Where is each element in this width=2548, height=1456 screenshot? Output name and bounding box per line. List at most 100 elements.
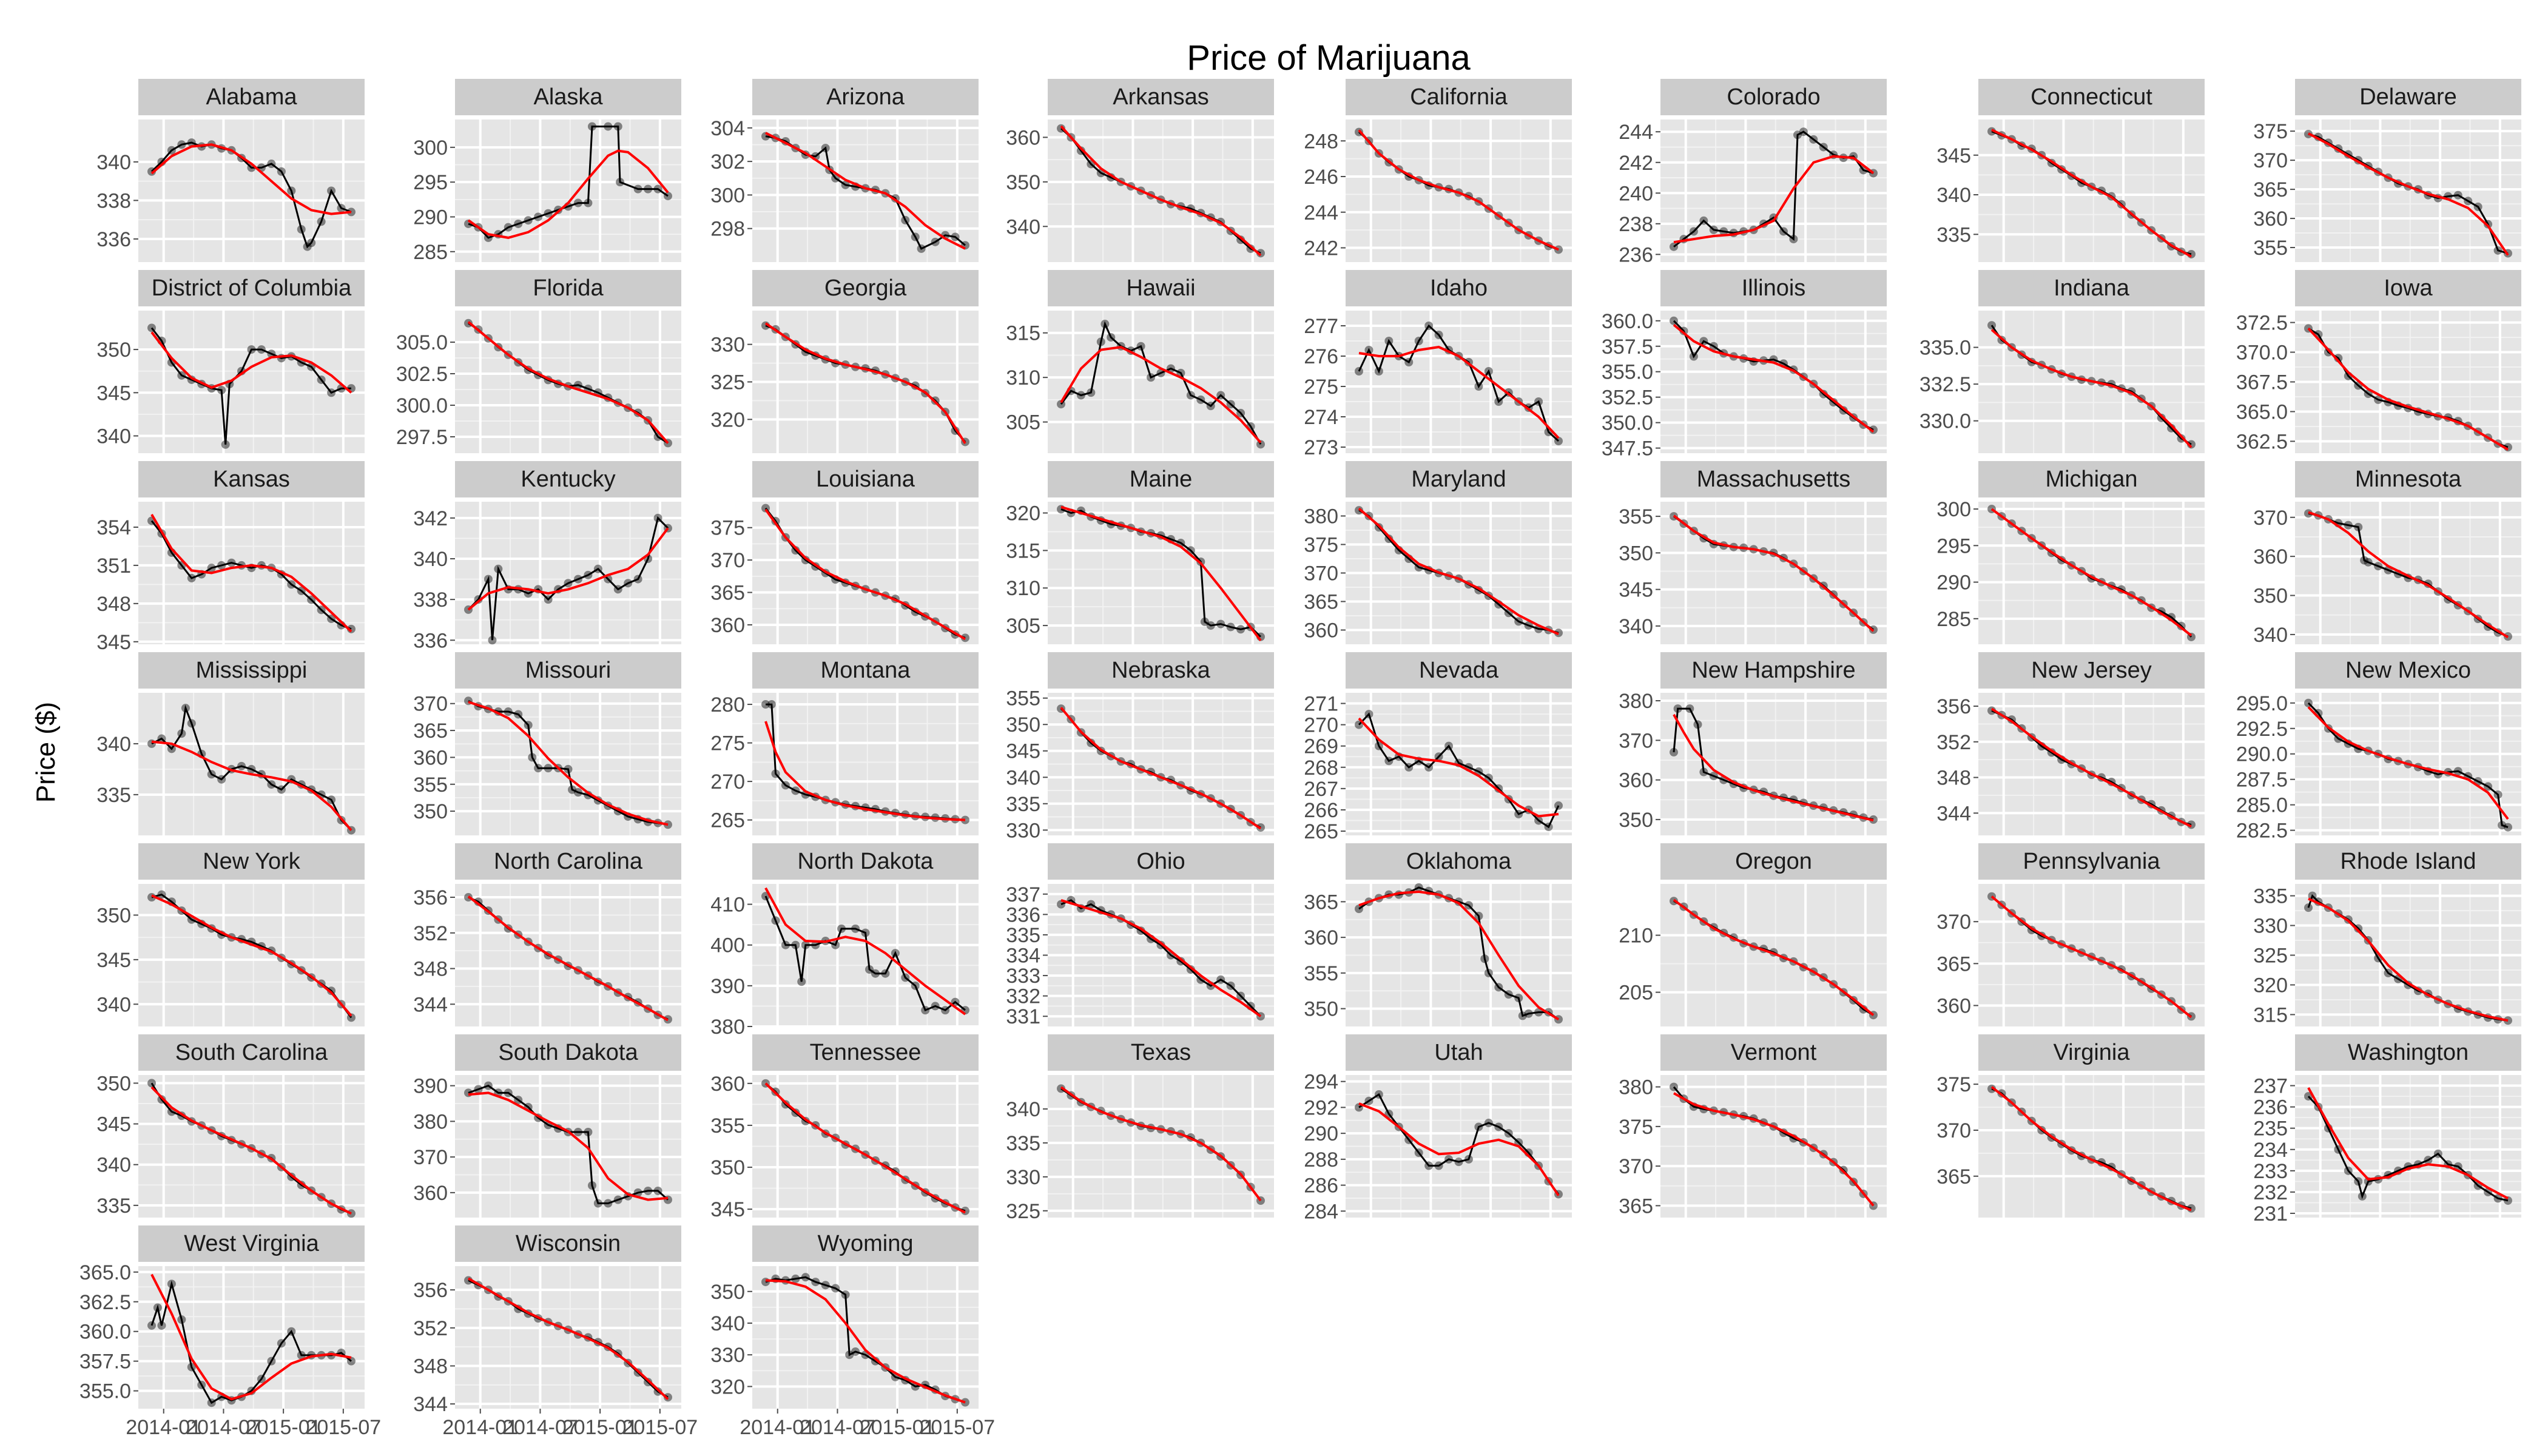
facet-strip [1346, 652, 1572, 689]
facet-panel: Indiana 330.0 332.5 335.0 [1919, 270, 2205, 453]
y-tick-label: 367.5 [2236, 371, 2288, 394]
facet-strip-label: District of Columbia [152, 275, 352, 301]
facet-panel: Virginia 365 370 375 [1936, 1034, 2205, 1218]
facet-strip-label: Missouri [525, 658, 611, 683]
facet-strip-label: Ohio [1136, 849, 1185, 874]
facet-strip [752, 1034, 979, 1071]
y-tick-label: 267 [1304, 778, 1338, 801]
y-tick-label: 350 [710, 1281, 745, 1304]
y-tick-label: 337 [1006, 883, 1040, 906]
y-tick-label: 372.5 [2236, 312, 2288, 335]
y-tick-label: 350 [710, 1156, 745, 1179]
y-tick-label: 365 [1936, 1165, 1971, 1188]
facet-strip [1048, 652, 1274, 689]
y-tick-label: 360 [1619, 769, 1653, 792]
facet-strip-label: Arizona [826, 84, 905, 110]
facet-strip-label: Virginia [2053, 1040, 2130, 1065]
plot-panel [1660, 120, 1887, 262]
smooth-trend-line [764, 721, 966, 821]
smooth-trend-line [1990, 508, 2192, 637]
facet-panel: Montana 265 270 275 280 [710, 652, 979, 835]
facet-strip [455, 843, 681, 880]
plot-panel [1978, 884, 2205, 1026]
y-tick-label: 365.0 [2236, 400, 2288, 423]
y-tick-label: 297.5 [396, 426, 448, 449]
y-tick-label: 340 [710, 1312, 745, 1335]
facet-strip-label: Kansas [213, 467, 290, 492]
y-tick-label: 302 [710, 150, 745, 174]
plot-panel [138, 693, 365, 835]
x-tick-label: 2015-07 [919, 1416, 995, 1439]
y-tick-label: 365 [2253, 178, 2288, 201]
facet-panel: Alaska 285 290 295 300 [413, 79, 681, 264]
y-tick-label: 370 [1619, 729, 1653, 752]
y-tick-label: 295 [413, 171, 448, 194]
y-tick-label: 354 [96, 516, 131, 539]
y-tick-label: 305 [1006, 615, 1040, 638]
facet-strip-label: Minnesota [2355, 467, 2462, 492]
y-tick-label: 365 [1619, 1195, 1653, 1218]
y-tick-label: 331 [1006, 1005, 1040, 1028]
facet-panel: California 242 244 246 248 [1304, 79, 1572, 262]
y-tick-label: 340 [1006, 1098, 1040, 1121]
plot-panel [138, 311, 365, 453]
y-tick-label: 410 [710, 894, 745, 917]
smooth-trend-line [1358, 129, 1559, 251]
smooth-trend-line [764, 1082, 966, 1214]
facet-strip [455, 1225, 681, 1262]
y-tick-label: 315 [1006, 539, 1040, 562]
facet-strip [1660, 652, 1887, 689]
price-point [1554, 801, 1563, 810]
y-tick-label: 340 [1006, 766, 1040, 789]
y-tick-label: 347.5 [1602, 437, 1653, 460]
y-tick-label: 268 [1304, 757, 1338, 780]
facet-strip [455, 1034, 681, 1071]
smooth-trend-line [151, 894, 352, 1017]
facet-strip [2295, 270, 2521, 306]
facet-strip-label: Nebraska [1111, 658, 1210, 683]
facet-strip [1346, 843, 1572, 880]
y-tick-label: 320 [1006, 502, 1040, 525]
y-tick-label: 350 [1619, 809, 1653, 832]
facet-strip-label: North Dakota [798, 849, 934, 874]
facet-strip [2295, 843, 2521, 880]
y-tick-label: 248 [1304, 130, 1338, 153]
y-tick-label: 335 [2253, 885, 2288, 908]
y-tick-label: 400 [710, 934, 745, 957]
facet-panel: Delaware 355 360 365 370 375 [2253, 79, 2521, 262]
y-tick-label: 338 [413, 588, 448, 612]
facet-strip [2295, 1034, 2521, 1071]
facet-strip-label: Florida [533, 275, 604, 301]
facet-panel: Colorado 236 238 240 242 244 [1619, 79, 1887, 266]
facet-panel: Hawaii 305 310 315 [1006, 270, 1274, 453]
y-tick-label: 340 [96, 1154, 131, 1177]
y-tick-label: 277 [1304, 315, 1338, 338]
facet-strip-label: Connecticut [2031, 84, 2152, 110]
facet-strip [1978, 652, 2205, 689]
x-tick-label: 2014-01 [442, 1416, 518, 1439]
facet-panel: Oklahoma 350 355 360 365 [1304, 843, 1572, 1026]
smooth-trend-line [765, 132, 966, 250]
smooth-trend-line [467, 895, 669, 1022]
smooth-trend-line [764, 508, 966, 641]
smooth-trend-line [1990, 895, 2192, 1019]
y-tick-label: 370 [413, 693, 448, 716]
y-tick-label: 320 [710, 408, 745, 431]
facet-strip [2295, 652, 2521, 689]
y-tick-label: 348 [1936, 767, 1971, 790]
plot-panel [1660, 311, 1887, 453]
y-tick-label: 360 [1304, 926, 1338, 949]
facet-strip [752, 652, 979, 689]
facet-strip [1978, 79, 2205, 115]
smooth-trend-line [150, 1273, 352, 1401]
y-tick-label: 284 [1304, 1200, 1338, 1223]
y-tick-label: 380 [1619, 690, 1653, 713]
y-tick-label: 332.5 [1919, 373, 1971, 396]
smooth-trend-line [1990, 1086, 2192, 1212]
facet-strip-label: Vermont [1731, 1040, 1817, 1065]
facet-strip-label: Alabama [206, 84, 298, 110]
y-tick-label: 244 [1619, 121, 1653, 144]
facet-strip [752, 843, 979, 880]
